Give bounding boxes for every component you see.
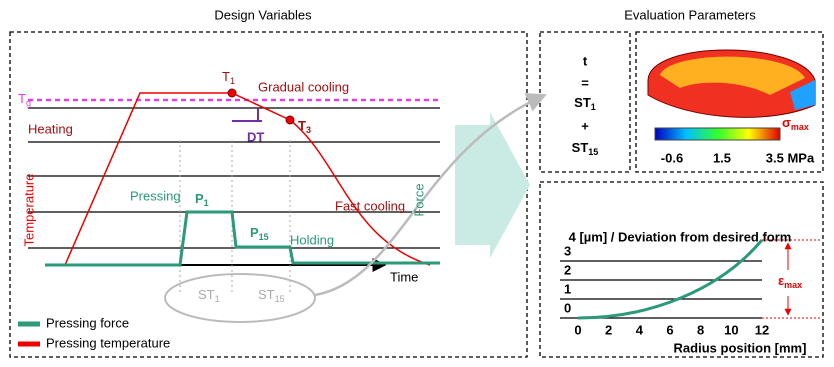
label: Heating bbox=[28, 121, 73, 136]
panel-title: Evaluation Parameters bbox=[624, 7, 756, 22]
label-sub: 1 bbox=[215, 294, 220, 304]
point bbox=[228, 89, 236, 97]
ellipse bbox=[165, 274, 315, 322]
label: ST15 bbox=[572, 140, 599, 157]
label: Pressing bbox=[130, 188, 181, 203]
label: Force bbox=[411, 183, 426, 216]
label: ST1 bbox=[574, 95, 596, 112]
label: Time bbox=[390, 269, 418, 284]
label: Tg bbox=[18, 91, 31, 108]
y-tick-label: 3 bbox=[564, 243, 571, 258]
label-base: T bbox=[18, 91, 26, 106]
label-base: T bbox=[222, 69, 230, 84]
panel-title: Design Variables bbox=[214, 7, 312, 22]
label: Gradual cooling bbox=[258, 79, 349, 94]
label-sub: max bbox=[784, 280, 802, 290]
label-base: ST bbox=[574, 95, 591, 110]
time-marks bbox=[180, 140, 290, 295]
label: Holding bbox=[290, 232, 334, 247]
label: ST1 bbox=[198, 287, 220, 304]
label: P1 bbox=[195, 191, 209, 208]
legend-label: Pressing temperature bbox=[46, 335, 170, 350]
label: + bbox=[581, 118, 589, 133]
x-tick-label: 12 bbox=[755, 322, 769, 337]
label-sub: 1 bbox=[230, 76, 235, 86]
label-sub: max bbox=[791, 122, 809, 132]
label-sub: 15 bbox=[275, 294, 285, 304]
y-tick-label: 0 bbox=[564, 300, 571, 315]
point bbox=[286, 116, 294, 124]
label-base: ST bbox=[258, 287, 275, 302]
x-tick-label: 8 bbox=[697, 322, 704, 337]
label: T1 bbox=[222, 69, 235, 86]
label-base: ST bbox=[198, 287, 215, 302]
scale-label: -0.6 bbox=[661, 150, 683, 165]
x-tick-label: 10 bbox=[724, 322, 738, 337]
label-base: P bbox=[250, 225, 259, 240]
label: Fast cooling bbox=[335, 198, 405, 213]
color-bar bbox=[655, 128, 780, 140]
label-sub: 3 bbox=[306, 125, 311, 135]
scale-label: 3.5 MPa bbox=[766, 150, 815, 165]
label: t bbox=[583, 53, 588, 68]
label: Temperature bbox=[21, 174, 36, 247]
label-sub: 1 bbox=[204, 198, 209, 208]
label-base: T bbox=[298, 118, 306, 133]
label: Radius position [mm] bbox=[674, 340, 807, 355]
label: T3 bbox=[298, 118, 311, 135]
scale-label: 1.5 bbox=[713, 150, 731, 165]
label: σmax bbox=[782, 115, 809, 132]
label-sub: g bbox=[26, 98, 31, 108]
legend-label: Pressing force bbox=[46, 315, 129, 330]
x-tick-label: 6 bbox=[666, 322, 673, 337]
label-sub: 15 bbox=[259, 232, 269, 242]
label-base: ST bbox=[572, 140, 589, 155]
label: εmax bbox=[778, 273, 802, 290]
deviation-curve bbox=[578, 240, 762, 318]
big-arrow bbox=[455, 112, 530, 258]
force-curve bbox=[45, 212, 440, 265]
x-tick-label: 0 bbox=[574, 322, 581, 337]
x-tick-label: 4 bbox=[636, 322, 644, 337]
label: DT bbox=[247, 129, 264, 144]
figure: Design Variables Evaluation Parameters P… bbox=[0, 0, 834, 362]
dt-bracket bbox=[232, 108, 262, 121]
x-tick-label: 2 bbox=[605, 322, 612, 337]
label: = bbox=[581, 75, 589, 90]
y-tick-label: 2 bbox=[564, 262, 571, 277]
y-tick-label: 1 bbox=[564, 281, 571, 296]
label-sub: 15 bbox=[588, 147, 598, 157]
label: P15 bbox=[250, 225, 269, 242]
eps-lines bbox=[762, 240, 822, 318]
label-base: σ bbox=[782, 115, 791, 130]
temperature-curve bbox=[65, 93, 430, 265]
label-sub: 1 bbox=[591, 102, 596, 112]
label: ST15 bbox=[258, 287, 285, 304]
label-base: P bbox=[195, 191, 204, 206]
label: 4 [µm] / Deviation from desired form bbox=[569, 229, 792, 244]
